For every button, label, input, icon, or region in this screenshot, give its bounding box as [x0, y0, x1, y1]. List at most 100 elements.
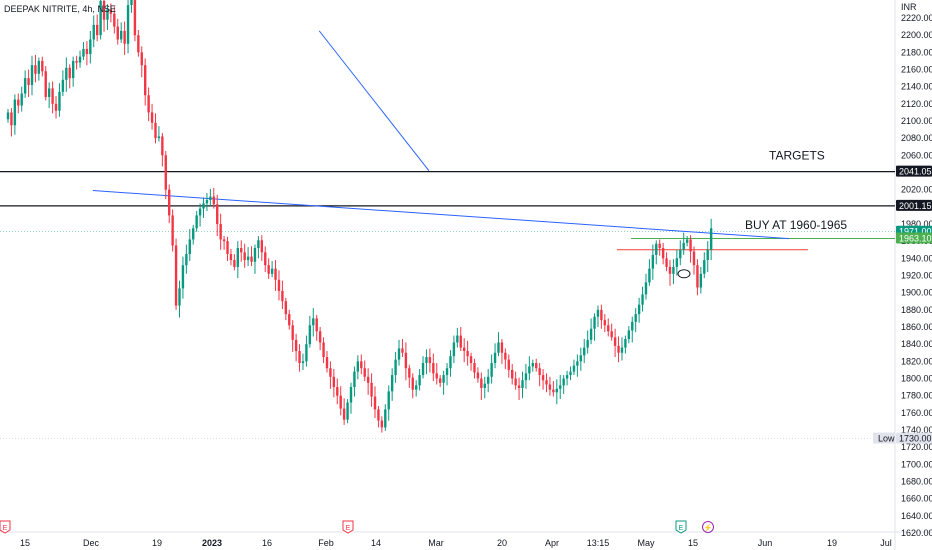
y-tick-label: 2120.00 — [901, 99, 932, 109]
y-tick-label: 1820.00 — [901, 356, 932, 366]
candle — [476, 367, 480, 383]
candle — [541, 369, 545, 390]
candle — [576, 354, 579, 377]
candle — [312, 308, 315, 337]
candle — [85, 41, 89, 66]
chart-annotation-text[interactable]: TARGETS — [769, 149, 825, 163]
candle — [387, 385, 390, 421]
y-tick-label: 1940.00 — [901, 253, 932, 263]
candle — [384, 404, 387, 431]
y-tick-label: 1840.00 — [901, 339, 932, 349]
candle — [205, 193, 209, 212]
chart-annotation-text[interactable]: BUY AT 1960-1965 — [745, 218, 847, 232]
price-axis[interactable]: 2220.00 2200.00 2180.00 2160.00 2140.00 2120.… — [901, 13, 932, 538]
candle — [329, 361, 332, 389]
candle — [490, 354, 493, 384]
candle — [445, 363, 449, 386]
candle — [524, 363, 528, 389]
trendlines — [92, 30, 790, 240]
candle — [301, 353, 305, 370]
candle — [133, 0, 137, 42]
low-label-bg — [873, 432, 895, 444]
candle — [95, 14, 99, 42]
candle — [356, 355, 360, 380]
candle — [500, 339, 504, 364]
candle — [123, 21, 126, 55]
candle — [565, 370, 569, 386]
candle — [583, 339, 586, 364]
candle — [511, 363, 514, 385]
candle — [528, 356, 531, 381]
candle — [113, 6, 116, 34]
x-tick-label: 2023 — [202, 538, 222, 548]
candle — [23, 70, 27, 98]
y-tick-label: 2020.00 — [901, 185, 932, 195]
candle — [613, 328, 617, 358]
candle — [456, 327, 459, 348]
earnings-event-icon[interactable]: E — [342, 520, 354, 534]
x-tick-label: 15 — [20, 538, 30, 548]
lightning-event-icon[interactable]: ⚡ — [702, 521, 714, 533]
candle — [99, 0, 102, 40]
candle — [222, 236, 226, 250]
candle — [274, 260, 277, 291]
candle — [92, 15, 95, 48]
candle — [559, 375, 562, 400]
candle — [89, 30, 92, 64]
x-tick-label: 19 — [152, 538, 162, 548]
svg-text:E: E — [3, 525, 8, 532]
candle — [126, 0, 130, 54]
candle — [58, 83, 61, 117]
currency-label: INR — [901, 2, 917, 12]
horizontal-levels — [0, 170, 895, 439]
candle — [216, 194, 219, 237]
y-tick-label: 1920.00 — [901, 271, 932, 281]
candle — [30, 55, 34, 96]
candle — [264, 246, 267, 273]
x-tick-label: Apr — [545, 538, 559, 548]
svg-text:1730.00: 1730.00 — [899, 434, 932, 444]
candle — [452, 335, 456, 364]
trendline[interactable] — [318, 30, 430, 172]
candle — [692, 246, 696, 275]
svg-text:E: E — [346, 525, 351, 532]
y-tick-label: 2200.00 — [901, 30, 932, 40]
candle — [154, 113, 157, 144]
candle — [473, 358, 476, 379]
candle — [414, 380, 418, 397]
candle — [631, 316, 634, 343]
candle — [658, 239, 661, 256]
x-tick-label: Mar — [428, 538, 444, 548]
candle — [250, 246, 253, 267]
event-markers: E E E ⚡ — [0, 520, 714, 534]
x-tick-label: Jun — [758, 538, 773, 548]
candle — [442, 370, 445, 395]
candle — [600, 304, 603, 329]
y-tick-label: 1740.00 — [901, 425, 932, 435]
candle — [75, 55, 78, 70]
candle — [168, 184, 171, 224]
candle — [607, 318, 610, 337]
svg-text:2041.05: 2041.05 — [899, 167, 932, 177]
y-tick-label: 2180.00 — [901, 47, 932, 57]
earnings-event-icon[interactable]: E — [0, 520, 11, 534]
candle — [267, 258, 270, 279]
y-tick-label: 1700.00 — [901, 459, 932, 469]
candle — [236, 241, 240, 279]
trendline[interactable] — [92, 190, 790, 240]
candle — [514, 371, 517, 390]
candle — [27, 69, 30, 97]
earnings-event-icon[interactable]: E — [675, 520, 687, 534]
time-axis[interactable]: 15 Dec 19 2023 16 Feb 14 Mar 20 Apr 13:15 May 15 Jun 1… — [20, 538, 892, 548]
candle — [71, 56, 75, 87]
x-tick-label: 16 — [262, 538, 272, 548]
candle — [277, 270, 281, 301]
candle — [130, 0, 133, 13]
candle — [672, 259, 675, 285]
candle — [562, 375, 565, 394]
low-label: Low — [878, 434, 895, 444]
ellipse-drawing[interactable] — [677, 269, 691, 279]
candle — [82, 42, 85, 61]
candle — [397, 339, 401, 366]
